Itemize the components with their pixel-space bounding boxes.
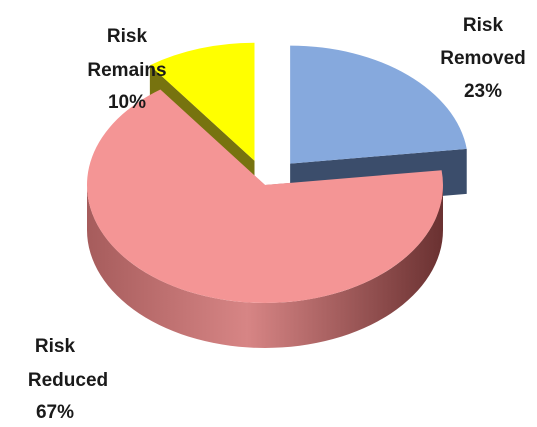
slice-tops	[86, 42, 467, 304]
label-reduced-percent: 67%	[36, 402, 74, 422]
slice-remains	[149, 42, 255, 161]
label-reduced-line1: Risk	[35, 336, 76, 357]
label-removed-line1: Risk	[463, 15, 504, 36]
label-reduced-line2: Reduced	[28, 370, 108, 391]
label-risk-reduced: Risk Reduced 67%	[28, 336, 108, 423]
slice-side-reduced	[87, 185, 443, 348]
label-remains-line2: Remains	[87, 60, 166, 81]
label-removed-line2: Removed	[440, 48, 526, 69]
slice-removed	[290, 45, 467, 164]
label-risk-removed: Risk Removed 23%	[440, 15, 526, 102]
label-remains-percent: 10%	[108, 92, 146, 113]
label-removed-percent: 23%	[464, 81, 502, 102]
label-risk-remains: Risk Remains 10%	[87, 26, 166, 113]
slice-reduced	[86, 89, 443, 304]
label-remains-line1: Risk	[107, 26, 148, 47]
